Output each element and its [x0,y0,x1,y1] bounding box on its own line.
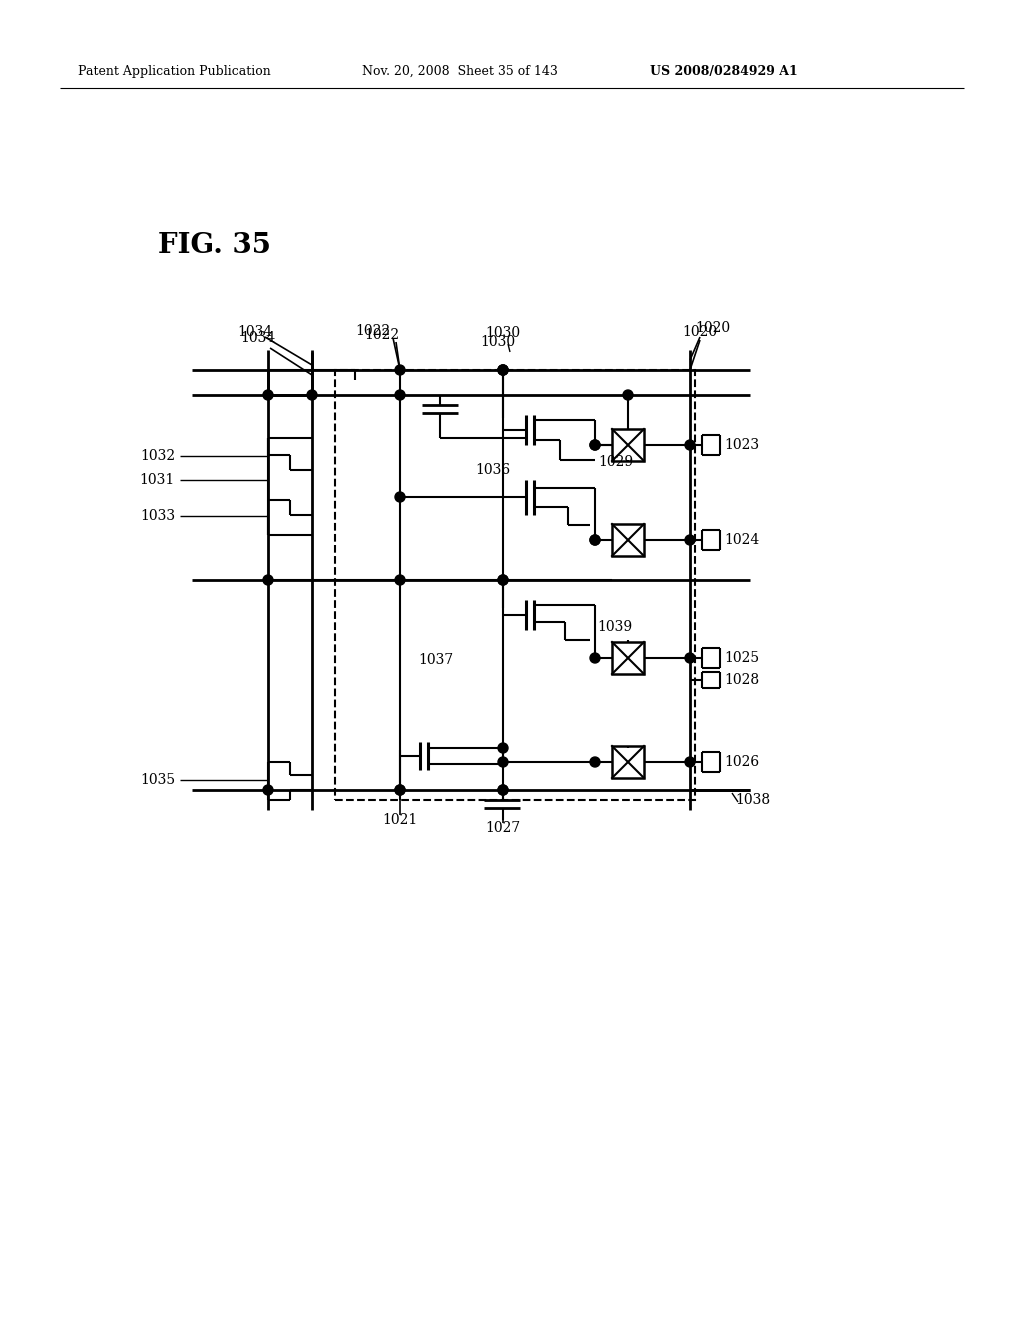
Circle shape [498,366,508,375]
Circle shape [685,756,695,767]
Circle shape [685,535,695,545]
Text: 1030: 1030 [485,326,520,341]
Text: 1021: 1021 [382,813,418,828]
Text: 1034: 1034 [241,331,275,345]
Bar [612,642,644,675]
Circle shape [623,389,633,400]
Text: 1032: 1032 [140,449,175,463]
Circle shape [590,535,600,545]
Circle shape [395,785,406,795]
Circle shape [590,756,600,767]
Text: 1028: 1028 [724,673,759,686]
Bar [612,429,644,461]
Text: Patent Application Publication: Patent Application Publication [78,65,270,78]
Circle shape [590,440,600,450]
Bar [612,524,644,556]
Text: 1022: 1022 [365,327,399,342]
Text: 1024: 1024 [724,533,759,546]
Circle shape [263,785,273,795]
Text: 1034: 1034 [238,325,272,339]
Text: 1039: 1039 [597,620,632,634]
Text: US 2008/0284929 A1: US 2008/0284929 A1 [650,65,798,78]
Circle shape [395,785,406,795]
Text: 1020: 1020 [695,321,730,335]
Circle shape [590,535,600,545]
Circle shape [685,440,695,450]
Circle shape [590,440,600,450]
Bar [335,370,695,800]
Text: 1033: 1033 [140,510,175,523]
Circle shape [263,389,273,400]
Circle shape [498,785,508,795]
Text: 1038: 1038 [735,793,770,807]
Text: 1036: 1036 [475,463,510,477]
Text: 1023: 1023 [724,438,759,451]
Bar [612,746,644,777]
Text: 1022: 1022 [355,323,390,338]
Text: 1029: 1029 [598,455,633,469]
Circle shape [395,576,406,585]
Text: Nov. 20, 2008  Sheet 35 of 143: Nov. 20, 2008 Sheet 35 of 143 [362,65,558,78]
Text: 1020: 1020 [682,325,718,339]
Text: 1026: 1026 [724,755,759,770]
Text: 1031: 1031 [139,473,175,487]
Circle shape [263,576,273,585]
Circle shape [395,389,406,400]
Text: FIG. 35: FIG. 35 [158,232,271,259]
Circle shape [307,389,317,400]
Text: 1025: 1025 [724,651,759,665]
Circle shape [498,366,508,375]
Text: 1035: 1035 [140,774,175,787]
Circle shape [685,653,695,663]
Circle shape [395,492,406,502]
Text: 1030: 1030 [480,335,515,348]
Circle shape [498,576,508,585]
Circle shape [498,576,508,585]
Circle shape [498,785,508,795]
Circle shape [590,653,600,663]
Text: 1037: 1037 [418,653,454,667]
Text: 1027: 1027 [485,821,520,836]
Circle shape [395,366,406,375]
Circle shape [498,366,508,375]
Circle shape [498,743,508,752]
Circle shape [498,756,508,767]
